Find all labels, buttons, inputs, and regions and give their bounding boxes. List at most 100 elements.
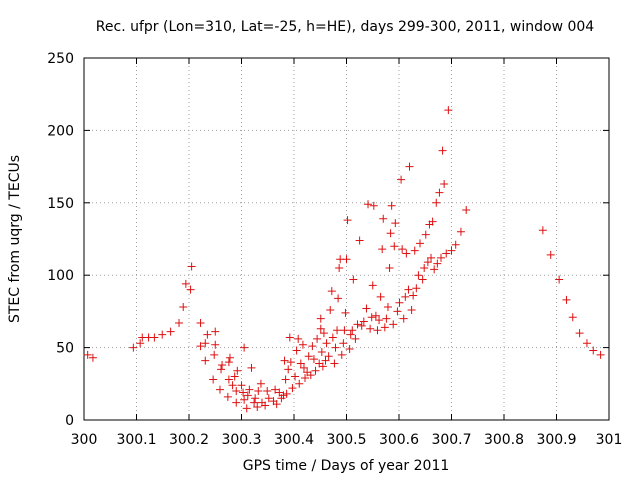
data-point [186, 285, 195, 294]
data-point [343, 216, 352, 225]
data-point [242, 404, 251, 413]
data-point [409, 291, 418, 300]
data-point [345, 345, 354, 354]
data-point [294, 334, 303, 343]
data-point [271, 385, 280, 394]
data-point [421, 230, 430, 239]
data-point [333, 326, 342, 335]
data-point [349, 275, 358, 284]
data-point [292, 346, 301, 355]
data-point [316, 314, 325, 323]
data-point [596, 350, 605, 359]
data-point [175, 318, 184, 327]
data-point [389, 320, 398, 329]
data-point [253, 402, 262, 411]
data-point [88, 353, 97, 362]
data-point [224, 375, 233, 384]
data-point [326, 305, 335, 314]
data-point [245, 385, 254, 394]
data-point [407, 305, 416, 314]
data-point [376, 292, 385, 301]
data-point [416, 239, 424, 248]
data-point [328, 333, 337, 342]
data-point [288, 384, 297, 393]
data-point [575, 329, 584, 338]
data-point [362, 304, 371, 313]
data-point [380, 323, 389, 332]
data-point [589, 346, 598, 355]
data-point [368, 281, 377, 290]
data-point [321, 356, 330, 365]
data-point [382, 314, 391, 323]
chart-title: Rec. ufpr (Lon=310, Lat=-25, h=HE), days… [96, 19, 595, 35]
data-point [322, 339, 331, 348]
x-tick-label: 300.7 [431, 432, 471, 448]
data-point [187, 262, 196, 271]
data-point [334, 294, 343, 303]
data-point [355, 236, 364, 245]
data-point [280, 356, 289, 365]
data-point [404, 285, 413, 294]
data-point [286, 358, 295, 367]
data-point [83, 350, 92, 359]
x-tick-label: 300.9 [536, 432, 576, 448]
data-point [301, 374, 310, 383]
data-point [367, 313, 376, 322]
data-point [254, 387, 263, 396]
data-point [284, 365, 293, 374]
data-point [339, 339, 348, 348]
data-point [369, 201, 378, 210]
y-tick-label: 150 [47, 196, 74, 212]
data-point [397, 175, 406, 184]
data-point [232, 398, 241, 407]
data-point [340, 326, 349, 335]
data-point [225, 353, 234, 362]
data-point [385, 263, 394, 272]
data-point [240, 343, 249, 352]
data-point [401, 292, 410, 301]
data-point [224, 358, 233, 367]
data-point [366, 324, 375, 333]
data-point [232, 387, 241, 396]
data-point [203, 330, 212, 339]
data-point [568, 313, 577, 322]
data-point [351, 334, 360, 343]
data-point [383, 303, 392, 312]
data-point [427, 253, 436, 262]
data-point [196, 318, 205, 327]
data-point [398, 245, 407, 254]
x-tick-label: 300.1 [116, 432, 156, 448]
data-point [373, 326, 382, 335]
data-point [555, 275, 564, 284]
data-point [291, 372, 300, 381]
data-point [327, 287, 336, 296]
data-point [228, 381, 237, 390]
data-point [264, 394, 273, 403]
data-point [304, 352, 313, 361]
x-tick-label: 300.2 [169, 432, 209, 448]
data-point [317, 347, 326, 356]
data-point [298, 340, 307, 349]
data-point [230, 372, 239, 381]
data-point [342, 255, 351, 264]
data-point [393, 307, 402, 316]
data-point [399, 314, 408, 323]
data-point [240, 395, 249, 404]
data-point [308, 342, 317, 351]
data-point [395, 298, 404, 307]
data-point [414, 271, 423, 280]
data-point [410, 246, 419, 255]
data-point [438, 146, 447, 155]
data-point [158, 330, 167, 339]
data-point [387, 201, 396, 210]
data-point [239, 388, 248, 397]
data-point [346, 330, 355, 339]
data-point [330, 359, 339, 368]
data-point [435, 188, 444, 197]
data-point [428, 217, 437, 226]
data-point [250, 398, 259, 407]
x-tick-label: 300 [71, 432, 98, 448]
data-point [281, 375, 290, 384]
data-point [386, 229, 395, 238]
data-point [412, 284, 421, 293]
